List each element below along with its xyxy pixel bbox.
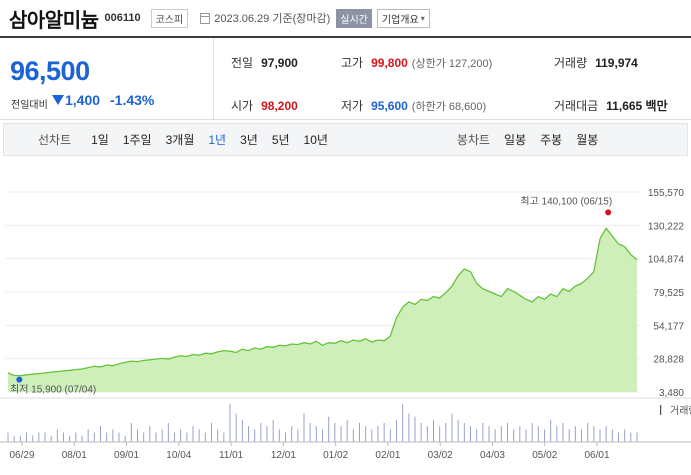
prev-close: 전일 97,900: [231, 54, 298, 71]
y-tick-label: 3,480: [659, 388, 684, 399]
low-value: 95,600: [371, 99, 408, 113]
price-chart-svg: 155,570 130,222 104,874 79,525 54,177 28,828 3…: [0, 188, 691, 461]
stock-code: 006110: [104, 12, 141, 24]
change-label: 전일대비: [11, 100, 48, 111]
x-tick-label: 05/02: [532, 450, 557, 461]
x-tick-label: 02/01: [375, 450, 400, 461]
down-arrow-icon: [52, 95, 64, 105]
current-price: 96,500: [10, 56, 90, 86]
x-tick-label: 08/01: [62, 450, 87, 461]
realtime-badge[interactable]: 실시간: [336, 8, 372, 28]
high-label: 고가: [341, 56, 364, 70]
price-chart: 155,570 130,222 104,874 79,525 54,177 28,828 3…: [0, 160, 691, 475]
open-value: 98,200: [261, 99, 298, 113]
calendar-icon: [200, 12, 211, 24]
high-value: 99,800: [371, 56, 408, 70]
x-tick-label: 11/01: [219, 450, 244, 461]
y-tick-label: 54,177: [653, 321, 684, 332]
upper-limit: (상한가 127,200): [411, 58, 493, 70]
price-line: [7, 227, 638, 377]
range-3m[interactable]: 3개월: [165, 133, 195, 147]
volume-legend: ▏거래량: [660, 405, 691, 417]
range-3y[interactable]: 3년: [240, 133, 258, 147]
range-1y[interactable]: 1년: [208, 133, 227, 147]
chevron-down-icon: ▾: [420, 13, 425, 23]
open-label: 시가: [231, 99, 254, 113]
quote-panel: 96,500 전일대비 1,400 -1.43% 전일 97,900 고가 99,8…: [0, 36, 691, 120]
y-tick-label: 155,570: [648, 188, 685, 199]
min-annotation: 최저 15,900 (07/04): [10, 384, 96, 396]
x-tick-label: 06/01: [585, 450, 610, 461]
amount-label: 거래대금: [554, 99, 599, 113]
candle-monthly[interactable]: 월봉: [576, 133, 599, 147]
high-price: 고가 99,800 (상한가 127,200): [341, 54, 492, 71]
stock-name: 삼아알미늄: [9, 9, 99, 32]
x-tick-label: 04/03: [480, 450, 505, 461]
max-marker: [605, 209, 612, 216]
range-1d[interactable]: 1일: [91, 133, 109, 147]
prev-close-value: 97,900: [261, 56, 298, 70]
candle-chart-label: 봉차트: [456, 133, 491, 147]
min-marker: [16, 376, 23, 383]
price-area: [8, 228, 637, 392]
change-amount: 1,400: [65, 92, 101, 108]
x-tick-label: 09/01: [114, 450, 139, 461]
volume-value: 119,974: [595, 56, 638, 70]
x-tick-label: 01/02: [323, 450, 348, 461]
low-price: 저가 95,600 (하한가 68,600): [341, 97, 486, 114]
lower-limit: (하한가 68,600): [411, 101, 487, 113]
y-tick-label: 28,828: [653, 355, 684, 366]
amount-value: 11,665 백만: [606, 99, 668, 113]
prev-close-label: 전일: [231, 56, 254, 70]
company-overview-label: 기업개요: [381, 14, 419, 26]
x-tick-label: 03/02: [428, 450, 453, 461]
candle-daily[interactable]: 일봉: [504, 133, 527, 147]
reference-date: 2023.06.29 기준(장마감): [214, 13, 331, 25]
y-tick-label: 130,222: [648, 221, 685, 232]
range-10y[interactable]: 10년: [303, 133, 328, 147]
trade-amount: 거래대금 11,665 백만: [554, 97, 668, 114]
market-badge: 코스피: [150, 8, 189, 28]
volume: 거래량 119,974: [554, 54, 638, 71]
range-1w[interactable]: 1주일: [122, 133, 152, 147]
x-tick-label: 06/29: [9, 450, 34, 461]
volume-label: 거래량: [554, 56, 588, 70]
chart-range-bar: 선차트 1일 1주일 3개월 1년 3년 5년 10년 봉차트 일봉 주봉 월봉: [3, 123, 688, 156]
company-overview-dropdown[interactable]: 기업개요 ▾: [376, 8, 430, 28]
x-tick-label: 12/01: [271, 450, 296, 461]
change-percent: -1.43%: [110, 92, 155, 108]
max-annotation: 최고 140,100 (06/15): [520, 195, 612, 207]
range-5y[interactable]: 5년: [271, 133, 290, 147]
x-tick-label: 10/04: [166, 450, 191, 461]
open-price: 시가 98,200: [231, 97, 298, 114]
y-tick-label: 104,874: [648, 255, 685, 266]
candle-weekly[interactable]: 주봉: [540, 133, 563, 147]
stock-header: 삼아알미늄 006110 코스피 2023.06.29 기준(장마감) 실시간 …: [0, 0, 691, 36]
line-chart-label: 선차트: [38, 133, 72, 147]
price-box: 96,500 전일대비 1,400 -1.43%: [0, 38, 214, 120]
y-tick-label: 79,525: [653, 288, 684, 299]
low-label: 저가: [341, 99, 364, 113]
